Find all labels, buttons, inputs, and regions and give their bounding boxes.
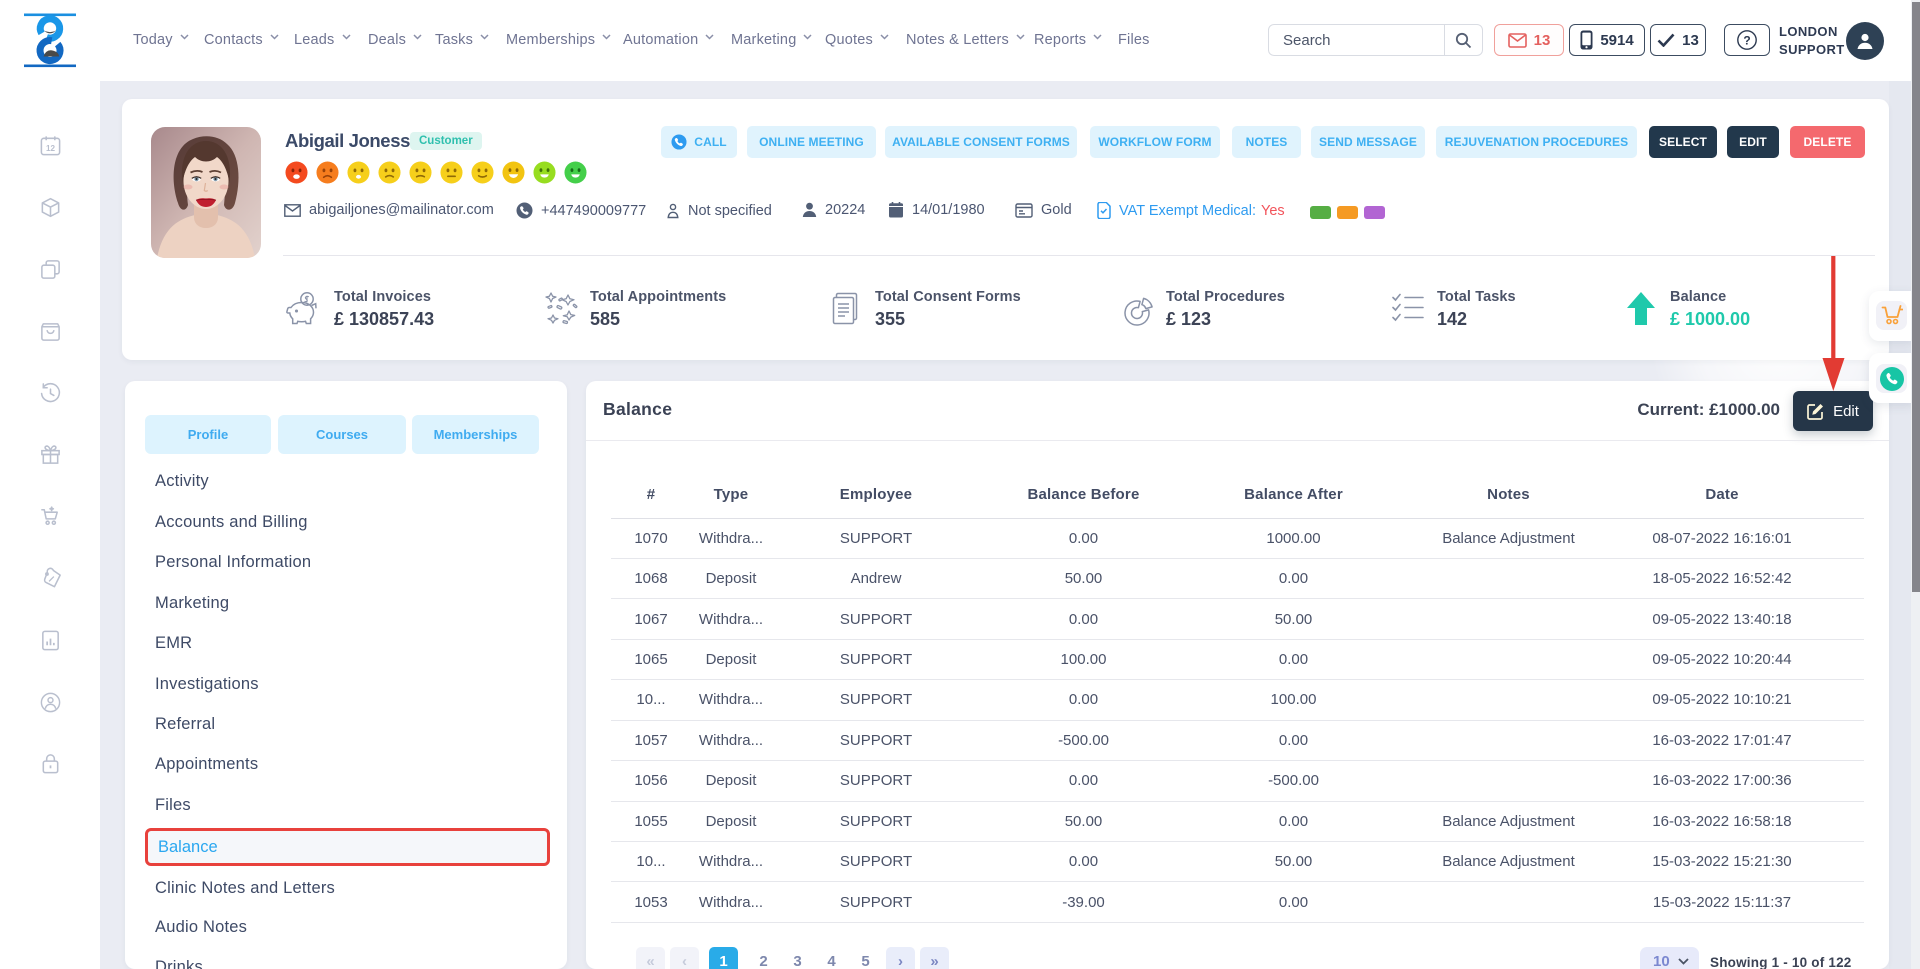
svg-text:?: ?: [1743, 33, 1750, 47]
svg-text:12: 12: [46, 144, 56, 153]
